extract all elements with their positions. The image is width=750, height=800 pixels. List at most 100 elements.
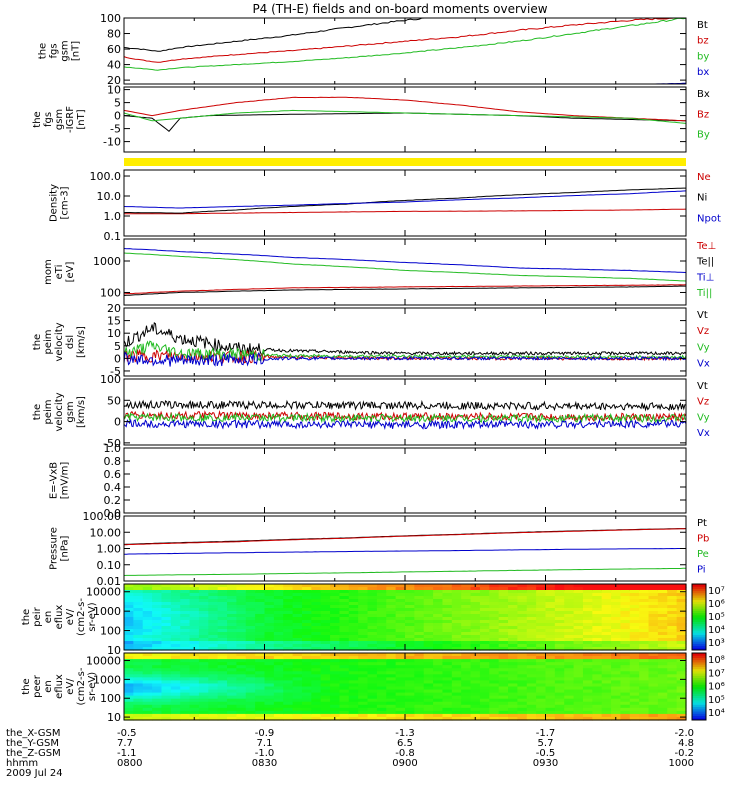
spectrogram-cell (227, 707, 237, 712)
spectrogram-cell (648, 635, 659, 639)
spectrogram-cell (198, 662, 209, 666)
spectrogram-cell (198, 614, 209, 618)
spectrogram-cell (301, 584, 312, 588)
y-axis-label: [km/s] (76, 326, 87, 358)
spectrogram-cell (592, 659, 603, 663)
spectrogram-cell (676, 596, 687, 600)
spectrogram-cell (517, 668, 528, 672)
spectrogram-cell (451, 608, 462, 612)
y-tick-label: 1000 (93, 605, 121, 618)
spectrogram-cell (376, 614, 387, 618)
spectrogram-cell (395, 683, 406, 688)
spectrogram-cell (573, 695, 584, 700)
spectrogram-cell (536, 626, 547, 630)
spectrogram-cell (236, 587, 247, 591)
spectrogram-cell (582, 653, 593, 657)
spectrogram-cell (498, 677, 509, 682)
spectrogram-cell (564, 665, 575, 669)
spectrogram-cell (236, 602, 247, 606)
spectrogram-cell (358, 632, 369, 636)
spectrogram-cell (264, 698, 275, 703)
spectrogram-cell (217, 692, 228, 697)
spectrogram-cell (236, 629, 247, 633)
spectrogram-cell (330, 659, 341, 663)
spectrogram-cell (292, 668, 303, 672)
y-axis-label: velocity (54, 392, 65, 431)
spectrogram-cell (648, 599, 659, 603)
spectrogram-cell (423, 587, 434, 591)
spectrogram-cell (283, 710, 294, 715)
spectrogram-cell (545, 692, 556, 697)
spectrogram-cell (582, 635, 593, 639)
spectrogram-cell (208, 593, 219, 597)
spectrogram-cell (657, 599, 668, 603)
spectrogram-cell (376, 662, 387, 666)
spectrogram-cell (264, 605, 275, 609)
spectrogram-cell (152, 605, 163, 609)
spectrogram-cell (508, 707, 518, 712)
spectrogram-cell (564, 620, 575, 624)
spectrogram-cell (667, 587, 678, 591)
spectrogram-cell (124, 656, 134, 660)
spectrogram-cell (236, 653, 247, 657)
spectrogram-cell (255, 659, 266, 663)
spectrogram-cell (433, 605, 444, 609)
spectrogram-cell (189, 599, 200, 603)
spectrogram-cell (170, 698, 181, 703)
spectrogram-cell (620, 644, 631, 648)
spectrogram-cell (592, 599, 603, 603)
spectrogram-cell (611, 713, 622, 718)
spectrogram-cell (386, 683, 397, 688)
spectrogram-cell (405, 653, 415, 657)
spectrogram-cell (536, 593, 547, 597)
spectrogram-cell (526, 587, 537, 591)
spectrogram-cell (442, 707, 453, 712)
spectrogram-cell (301, 659, 312, 663)
spectrogram-cell (526, 605, 537, 609)
spectrogram-cell (461, 632, 472, 636)
spectrogram-cell (217, 701, 228, 706)
spectrogram-p9 (124, 584, 687, 651)
spectrogram-cell (667, 671, 678, 675)
spectrogram-cell (461, 620, 472, 624)
spectrogram-cell (433, 638, 444, 642)
y-axis-label: [eV] (65, 262, 76, 283)
spectrogram-cell (601, 614, 612, 618)
spectrogram-cell (667, 635, 678, 639)
spectrogram-cell (264, 704, 275, 709)
spectrogram-cell (339, 716, 350, 721)
spectrogram-cell (592, 683, 603, 688)
spectrogram-cell (292, 704, 303, 709)
spectrogram-cell (526, 683, 537, 688)
legend-Vt: Vt (697, 381, 708, 392)
spectrogram-cell (517, 644, 528, 648)
spectrogram-cell (629, 596, 640, 600)
spectrogram-cell (348, 686, 359, 691)
spectrogram-cell (264, 641, 275, 645)
spectrogram-cell (601, 593, 612, 597)
spectrogram-cell (489, 713, 500, 718)
spectrogram-cell (545, 596, 556, 600)
spectrogram-cell (330, 686, 341, 691)
spectrogram-cell (667, 584, 678, 588)
spectrogram-cell (611, 701, 622, 706)
spectrogram-cell (152, 659, 163, 663)
spectrogram-cell (208, 632, 219, 636)
spectrogram-cell (536, 701, 547, 706)
spectrogram-cell (629, 713, 640, 718)
spectrogram-cell (461, 608, 472, 612)
spectrogram-cell (648, 611, 659, 615)
spectrogram-cell (451, 620, 462, 624)
spectrogram-cell (423, 605, 434, 609)
colorbar-cell (692, 625, 706, 629)
spectrogram-cell (133, 713, 144, 718)
spectrogram-cell (526, 686, 537, 691)
spectrogram-cell (217, 713, 228, 718)
spectrogram-cell (648, 689, 659, 694)
spectrogram-cell (526, 677, 537, 682)
spectrogram-cell (470, 599, 481, 603)
spectrogram-cell (142, 662, 153, 666)
spectrogram-cell (545, 707, 556, 712)
spectrogram-cell (208, 605, 219, 609)
